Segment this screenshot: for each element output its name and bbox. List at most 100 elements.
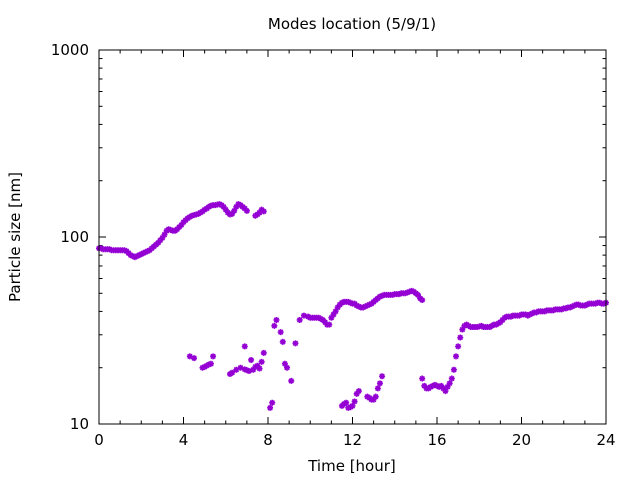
data-point	[243, 207, 250, 214]
data-point	[353, 302, 360, 309]
data-point	[376, 293, 383, 300]
data-point	[402, 290, 409, 297]
data-point	[241, 205, 248, 212]
data-point	[155, 239, 162, 246]
data-point	[241, 343, 248, 350]
data-point	[98, 245, 105, 252]
data-point	[581, 302, 588, 309]
data-point	[292, 340, 299, 347]
data-point	[233, 203, 240, 210]
data-point	[442, 388, 449, 395]
x-tick-label: 16	[427, 431, 446, 449]
data-point	[364, 302, 371, 309]
data-point	[199, 364, 206, 371]
data-point	[343, 399, 350, 406]
data-point	[256, 209, 263, 216]
data-point	[450, 366, 457, 373]
data-point	[161, 231, 168, 238]
data-point	[191, 355, 198, 362]
data-point	[370, 396, 377, 403]
data-point	[421, 382, 428, 389]
data-point	[379, 373, 386, 380]
data-point	[351, 398, 358, 405]
data-point	[453, 353, 460, 360]
x-tick-label: 24	[596, 431, 615, 449]
data-point	[144, 248, 151, 255]
data-point	[296, 316, 303, 323]
data-point	[334, 304, 341, 311]
data-point	[277, 329, 284, 336]
data-point	[178, 221, 185, 228]
data-point	[241, 366, 248, 373]
data-point	[379, 292, 386, 299]
data-point	[121, 247, 128, 254]
data-point	[355, 388, 362, 395]
data-point	[248, 356, 255, 363]
y-tick-label: 10	[70, 415, 89, 433]
data-point	[260, 208, 267, 215]
data-point	[330, 311, 337, 318]
data-point	[243, 367, 250, 374]
data-point	[229, 369, 236, 376]
data-point	[271, 322, 278, 329]
y-axis-label: Particle size [nm]	[6, 172, 24, 302]
chart-title: Modes location (5/9/1)	[268, 15, 436, 33]
data-point	[159, 234, 166, 241]
data-point	[569, 303, 576, 310]
data-point	[106, 246, 113, 253]
data-point	[288, 377, 295, 384]
data-point	[404, 289, 411, 296]
y-tick-label: 1000	[51, 41, 89, 59]
data-point	[222, 206, 229, 213]
data-point	[260, 349, 267, 356]
data-point	[414, 291, 421, 298]
data-point	[220, 203, 227, 210]
x-tick-label: 8	[263, 431, 273, 449]
data-point	[366, 301, 373, 308]
data-point	[267, 404, 274, 411]
data-point	[231, 207, 238, 214]
axis-ticks: 0 4 8 12 16 20 24 10 100 1000	[51, 41, 616, 449]
data-point	[229, 210, 236, 217]
data-point	[389, 291, 396, 298]
data-point	[444, 383, 451, 390]
data-point	[567, 304, 574, 311]
data-point	[596, 299, 603, 306]
data-point	[258, 358, 265, 365]
data-point	[237, 364, 244, 371]
data-point	[254, 362, 261, 369]
data-point	[319, 316, 326, 323]
data-point	[457, 334, 464, 341]
data-point	[592, 300, 599, 307]
data-point	[419, 297, 426, 304]
data-point	[345, 298, 352, 305]
data-point	[245, 368, 252, 375]
data-point	[338, 299, 345, 306]
data-point	[395, 291, 402, 298]
data-point	[360, 304, 367, 311]
data-point	[300, 312, 307, 319]
data-point	[210, 353, 217, 360]
data-point	[328, 314, 335, 321]
data-point	[440, 385, 447, 392]
x-tick-label: 4	[179, 431, 189, 449]
data-point	[353, 390, 360, 397]
data-point	[419, 375, 426, 382]
x-axis-label: Time [hour]	[307, 457, 396, 475]
data-point	[448, 375, 455, 382]
data-point	[455, 343, 462, 350]
data-point	[438, 382, 445, 389]
data-point	[250, 366, 257, 373]
data-point	[372, 393, 379, 400]
data-point	[362, 303, 369, 310]
data-point	[332, 308, 339, 315]
data-point	[497, 319, 504, 326]
data-point	[575, 301, 582, 308]
data-point	[142, 249, 149, 256]
data-point	[281, 360, 288, 367]
data-point	[269, 399, 276, 406]
data-points	[96, 201, 609, 411]
data-point	[233, 366, 240, 373]
data-point	[349, 402, 356, 409]
